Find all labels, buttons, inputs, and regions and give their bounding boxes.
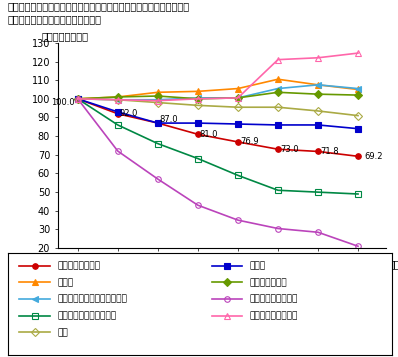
Text: 通信業: 通信業	[250, 261, 266, 270]
Text: 情報サービス業: 情報サービス業	[250, 278, 287, 287]
Text: 情報通信関連サービス業: 情報通信関連サービス業	[58, 311, 117, 320]
Text: 76.9: 76.9	[240, 137, 259, 146]
Text: 71.8: 71.8	[320, 147, 339, 156]
Text: 業と情報通信関連サービス業で顕著: 業と情報通信関連サービス業で顕著	[8, 14, 102, 24]
Text: 情報通信産業のデフレータは一貫して下落し、特に情報通信関連製造: 情報通信産業のデフレータは一貫して下落し、特に情報通信関連製造	[8, 1, 190, 11]
Text: 放送業: 放送業	[58, 278, 74, 287]
Text: 73.0: 73.0	[280, 145, 298, 154]
Text: 情報通信産業全体: 情報通信産業全体	[58, 261, 101, 270]
Text: 情報通信関連製造業: 情報通信関連製造業	[250, 295, 298, 303]
Text: 92.0: 92.0	[120, 109, 138, 118]
Text: （デフレーター）: （デフレーター）	[41, 31, 88, 41]
Text: 100.0: 100.0	[51, 98, 74, 107]
Text: 87.0: 87.0	[160, 115, 178, 124]
Text: 研究: 研究	[58, 328, 68, 337]
Text: 映像・音声・文字情報制作業: 映像・音声・文字情報制作業	[58, 295, 128, 303]
Text: （年）: （年）	[388, 259, 398, 269]
Text: 69.2: 69.2	[364, 152, 382, 161]
Text: 情報通信関連建設業: 情報通信関連建設業	[250, 311, 298, 320]
Text: 81.0: 81.0	[200, 130, 219, 139]
